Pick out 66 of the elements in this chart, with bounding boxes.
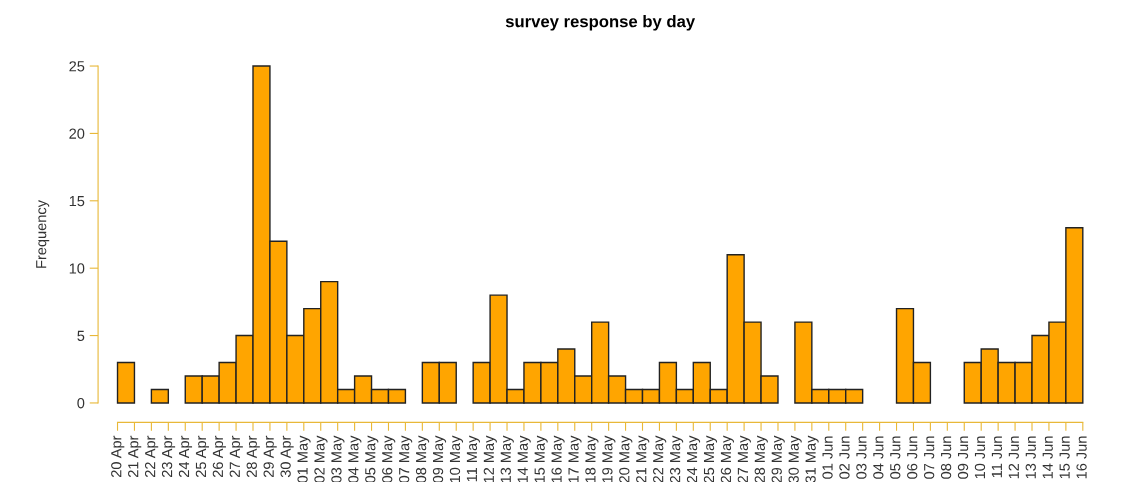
x-tick-label: 15 May <box>534 435 548 482</box>
x-tick-label: 21 Apr <box>128 435 142 478</box>
y-tick-label: 10 <box>69 263 85 274</box>
x-tick-label: 10 May <box>449 435 464 482</box>
x-tick-label: 22 Apr <box>144 435 159 478</box>
x-tick-label: 24 Apr <box>178 435 193 478</box>
x-tick-label: 27 May <box>737 435 751 482</box>
x-tick-label: 30 May <box>788 435 802 482</box>
x-tick-label: 05 May <box>365 435 379 482</box>
x-tick-label: 07 May <box>399 435 413 482</box>
y-axis-title: Frequency <box>36 200 50 268</box>
x-tick-label: 02 Jun <box>839 436 850 479</box>
x-tick-label: 01 May <box>297 435 311 482</box>
x-tick-label: 17 May <box>568 435 582 482</box>
x-tick-label: 13 Jun <box>1025 436 1036 479</box>
x-tick-label: 03 May <box>331 435 345 482</box>
x-tick-label: 18 May <box>585 435 599 482</box>
x-tick-label: 08 Jun <box>940 436 952 479</box>
x-tick-label: 29 Apr <box>263 435 277 478</box>
x-tick-label: 15 Jun <box>1059 436 1070 479</box>
x-tick-label: 28 May <box>754 435 768 482</box>
x-tick-label: 26 Apr <box>212 435 226 478</box>
x-tick-label: 10 Jun <box>974 436 986 479</box>
x-tick-label: 25 May <box>703 435 718 482</box>
x-tick-label: 09 Jun <box>957 436 969 479</box>
x-tick-label: 11 Jun <box>991 436 1003 478</box>
x-tick-label: 07 Jun <box>923 436 935 479</box>
x-tick-label: 02 May <box>314 435 328 482</box>
x-tick-label: 06 May <box>382 435 396 482</box>
x-tick-label: 11 May <box>466 435 480 482</box>
x-tick-label: 26 May <box>720 435 734 482</box>
x-tick-label: 23 May <box>669 435 684 482</box>
x-tick-label: 16 Jun <box>1076 436 1087 479</box>
x-tick-label: 31 May <box>805 435 819 482</box>
y-tick-label: 20 <box>69 128 85 139</box>
x-tick-label: 05 Jun <box>890 436 901 479</box>
x-tick-label: 20 May <box>619 435 633 482</box>
y-tick-label: 0 <box>77 398 85 409</box>
x-tick-label: 04 May <box>348 435 362 482</box>
chart-title: survey response by day <box>505 15 696 31</box>
x-tick-label: 04 Jun <box>873 436 884 479</box>
x-tick-label: 06 Jun <box>907 436 918 479</box>
y-tick-label: 15 <box>69 196 85 207</box>
x-tick-label: 22 May <box>653 435 667 482</box>
x-tick-label: 19 May <box>602 435 616 482</box>
x-tick-label: 16 May <box>551 435 565 482</box>
x-tick-label: 14 Jun <box>1042 436 1053 479</box>
x-tick-label: 20 Apr <box>111 435 125 478</box>
x-tick-label: 08 May <box>415 435 430 482</box>
y-tick-label: 25 <box>69 61 85 72</box>
x-tick-label: 01 Jun <box>822 436 833 479</box>
x-tick-label: 23 Apr <box>161 435 176 478</box>
x-tick-label: 12 Jun <box>1008 436 1019 479</box>
x-tick-label: 21 May <box>636 435 650 482</box>
x-tick-label: 03 Jun <box>856 436 867 479</box>
x-tick-label: 09 May <box>432 435 447 482</box>
y-tick-label: 5 <box>77 330 85 341</box>
x-tick-label: 29 May <box>771 435 785 482</box>
x-tick-label: 27 Apr <box>229 435 243 478</box>
x-tick-label: 25 Apr <box>195 435 209 478</box>
x-tick-label: 28 Apr <box>246 435 260 478</box>
x-tick-label: 14 May <box>517 435 531 482</box>
x-tick-label: 30 Apr <box>280 435 294 478</box>
x-tick-label: 24 May <box>686 435 701 482</box>
x-tick-label: 12 May <box>483 435 497 482</box>
x-tick-label: 13 May <box>500 435 514 482</box>
